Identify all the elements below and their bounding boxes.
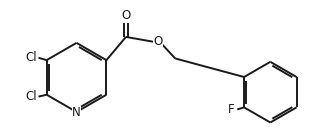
Text: F: F — [228, 103, 234, 116]
Text: O: O — [121, 9, 131, 22]
Text: Cl: Cl — [25, 90, 37, 103]
Text: Cl: Cl — [25, 51, 37, 64]
Text: N: N — [72, 106, 81, 119]
Text: O: O — [153, 35, 163, 48]
